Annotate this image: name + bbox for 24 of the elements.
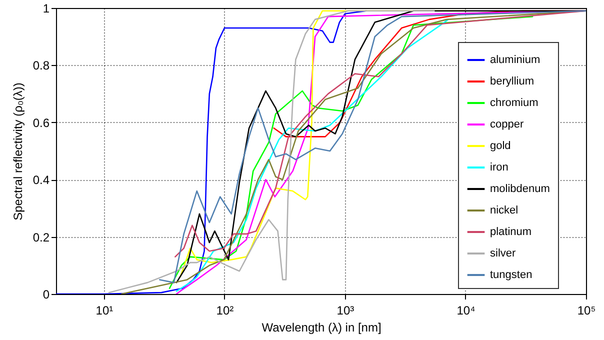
legend-label: iron bbox=[490, 162, 508, 174]
x-tick-label: 10⁴ bbox=[456, 304, 476, 318]
legend-label: aluminium bbox=[490, 54, 540, 66]
legend-label: nickel bbox=[490, 204, 518, 216]
legend-label: copper bbox=[490, 118, 524, 130]
y-tick-label: 0.6 bbox=[32, 116, 50, 130]
legend-label: gold bbox=[490, 140, 511, 152]
x-tick-label: 10³ bbox=[336, 304, 354, 318]
x-tick-label: 10² bbox=[216, 304, 234, 318]
legend-label: chromium bbox=[490, 97, 538, 109]
legend-label: beryllium bbox=[490, 76, 534, 88]
legend-label: tungsten bbox=[490, 269, 532, 281]
legend-label: molibdenum bbox=[490, 183, 550, 195]
legend-label: silver bbox=[490, 248, 516, 260]
x-tick-label: 10⁵ bbox=[577, 304, 596, 318]
y-tick-label: 0.8 bbox=[32, 58, 50, 73]
x-axis-title: Wavelength (λ) in [nm] bbox=[262, 320, 382, 334]
x-tick-label: 10¹ bbox=[96, 304, 114, 318]
y-tick-label: 1 bbox=[42, 2, 50, 16]
y-tick-label: 0 bbox=[42, 288, 50, 302]
y-tick-label: 0.2 bbox=[32, 230, 50, 244]
y-axis-title: Spectral reflectivity (ρ₀(λ)) bbox=[10, 82, 25, 220]
legend-label: platinum bbox=[490, 226, 532, 238]
y-tick-label: 0.4 bbox=[32, 173, 50, 188]
